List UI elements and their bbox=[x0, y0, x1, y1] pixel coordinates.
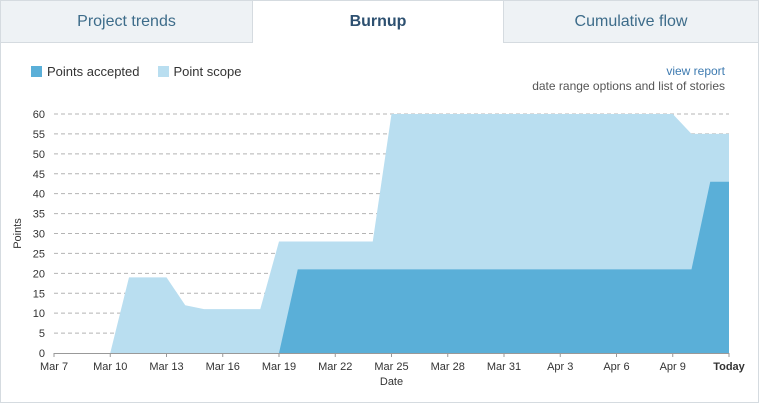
x-tick-label: Today bbox=[713, 361, 745, 373]
legend-label-accepted: Points accepted bbox=[47, 64, 140, 79]
date-range-note: date range options and list of stories bbox=[532, 79, 725, 93]
y-tick-label: 60 bbox=[33, 109, 45, 121]
tab-project-trends[interactable]: Project trends bbox=[1, 1, 253, 43]
chart-legend: Points accepted Point scope bbox=[31, 64, 241, 79]
y-tick-label: 25 bbox=[33, 248, 45, 260]
x-tick-label: Mar 19 bbox=[262, 361, 296, 373]
y-tick-label: 10 bbox=[33, 308, 45, 320]
x-axis-title: Date bbox=[380, 376, 403, 388]
y-tick-label: 55 bbox=[33, 129, 45, 141]
y-axis-title: Points bbox=[12, 218, 24, 249]
y-tick-label: 35 bbox=[33, 209, 45, 221]
view-report-link[interactable]: view report bbox=[666, 64, 725, 78]
y-tick-label: 15 bbox=[33, 288, 45, 300]
legend-item-scope: Point scope bbox=[158, 64, 242, 79]
legend-label-scope: Point scope bbox=[174, 64, 242, 79]
y-tick-label: 20 bbox=[33, 268, 45, 280]
y-axis-ticks: 0 5 10 15 20 25 30 35 40 45 50 55 60 bbox=[33, 109, 45, 360]
x-tick-label: Mar 10 bbox=[93, 361, 127, 373]
tab-burnup[interactable]: Burnup bbox=[253, 1, 503, 43]
x-tick-label: Mar 7 bbox=[40, 361, 68, 373]
x-tick-label: Apr 6 bbox=[603, 361, 629, 373]
y-tick-label: 50 bbox=[33, 149, 45, 161]
y-tick-label: 30 bbox=[33, 229, 45, 241]
x-tick-label: Mar 25 bbox=[374, 361, 408, 373]
x-tick-label: Mar 28 bbox=[431, 361, 465, 373]
legend-swatch-accepted bbox=[31, 66, 42, 77]
x-tick-label: Mar 13 bbox=[149, 361, 183, 373]
x-tick-label: Apr 3 bbox=[547, 361, 573, 373]
x-tick-label: Mar 22 bbox=[318, 361, 352, 373]
y-tick-label: 5 bbox=[39, 328, 45, 340]
x-axis-ticks: Mar 7 Mar 10 Mar 13 Mar 16 Mar 19 Mar 22 Mar 2… bbox=[40, 353, 746, 373]
report-tabs: Project trends Burnup Cumulative flow bbox=[1, 1, 758, 43]
x-tick-label: Mar 31 bbox=[487, 361, 521, 373]
y-tick-label: 0 bbox=[39, 348, 45, 360]
y-tick-label: 40 bbox=[33, 189, 45, 201]
legend-item-accepted: Points accepted bbox=[31, 64, 140, 79]
tab-cumulative-flow[interactable]: Cumulative flow bbox=[503, 1, 758, 43]
x-tick-label: Mar 16 bbox=[206, 361, 240, 373]
legend-swatch-scope bbox=[158, 66, 169, 77]
y-tick-label: 45 bbox=[33, 169, 45, 181]
x-tick-label: Apr 9 bbox=[660, 361, 686, 373]
